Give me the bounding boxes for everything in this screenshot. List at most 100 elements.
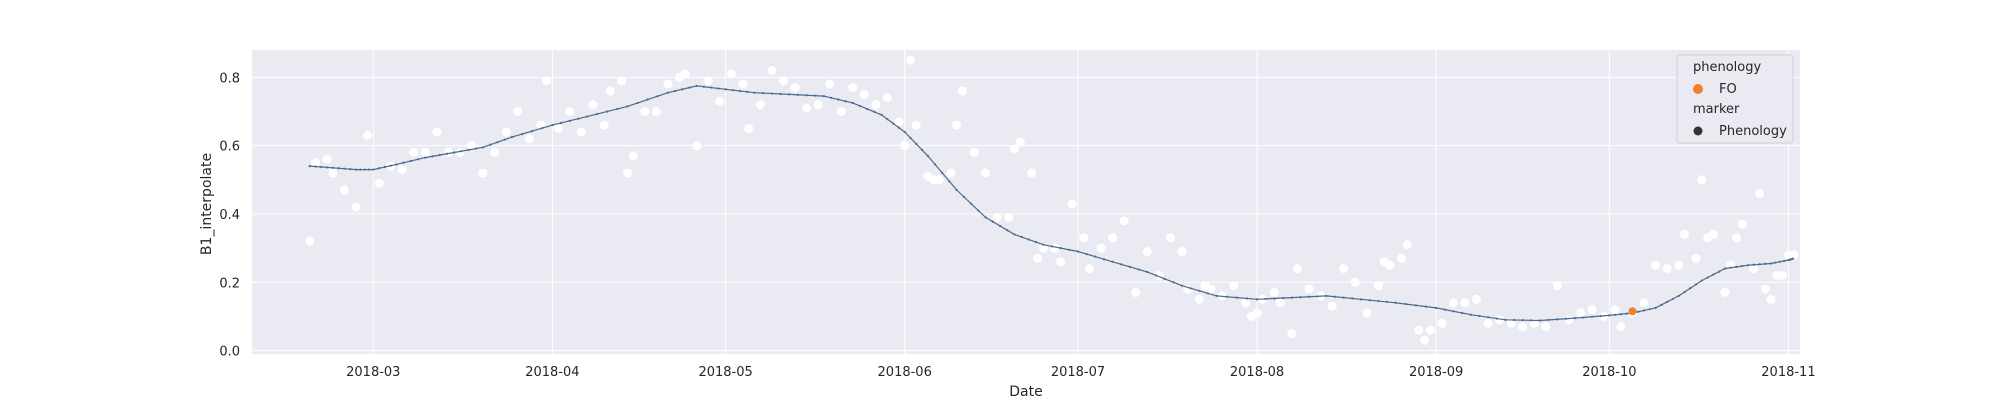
curve-point — [1137, 268, 1140, 271]
observation-point — [1662, 264, 1672, 274]
curve-point — [880, 113, 883, 116]
curve-point — [1020, 235, 1023, 239]
curve-point — [1435, 306, 1438, 309]
observation-point — [599, 120, 609, 130]
curve-point — [695, 84, 698, 87]
y-tick-label: 0.2 — [219, 276, 240, 291]
curve-point — [1530, 319, 1533, 322]
curve-point — [1764, 262, 1767, 266]
observation-point — [1402, 240, 1412, 250]
phenology-point-fo — [1628, 307, 1637, 316]
curve-point — [1443, 308, 1446, 311]
curve-point — [1770, 262, 1773, 265]
curve-point — [1404, 302, 1407, 306]
observation-point — [1437, 318, 1447, 328]
curve-point — [1424, 305, 1428, 308]
observation-point — [836, 106, 846, 116]
curve-point — [805, 94, 808, 97]
observation-point — [894, 117, 904, 127]
plot-background — [252, 50, 1800, 354]
curve-point — [1741, 264, 1744, 268]
x-tick-label: 2018-10 — [1582, 365, 1636, 380]
curve-point — [926, 154, 929, 157]
observation-point — [969, 147, 979, 157]
curve-point — [1299, 296, 1302, 299]
curve-point — [829, 96, 833, 99]
curve-point — [395, 163, 398, 166]
curve-point — [1111, 260, 1114, 263]
curve-point — [1225, 295, 1228, 298]
curve-point — [955, 188, 958, 192]
observation-point — [738, 79, 748, 89]
observation-point — [813, 100, 823, 110]
curve-point — [460, 150, 463, 153]
observation-point — [1731, 233, 1741, 243]
curve-point — [559, 121, 563, 125]
observation-point — [553, 124, 563, 134]
curve-point — [1752, 263, 1755, 266]
x-tick-label: 2018-07 — [1051, 365, 1105, 380]
observation-point — [1541, 322, 1551, 332]
curve-point — [1198, 289, 1201, 292]
curve-point — [606, 110, 609, 113]
curve-point — [1189, 287, 1192, 290]
curve-point — [367, 168, 371, 171]
observation-point — [790, 83, 800, 93]
legend-title-phenology: phenology — [1693, 60, 1761, 75]
observation-point — [605, 86, 615, 96]
observation-point — [397, 165, 407, 175]
observation-point — [1194, 294, 1204, 304]
curve-point — [1478, 314, 1481, 318]
curve-point — [977, 209, 980, 212]
curve-point — [510, 136, 514, 139]
observation-point — [1269, 288, 1279, 298]
observation-point — [420, 147, 430, 157]
curve-point — [837, 98, 840, 101]
curve-point — [1712, 273, 1715, 276]
curve-point — [770, 92, 773, 95]
curve-point — [1582, 316, 1585, 319]
curve-point — [1746, 264, 1750, 267]
observation-point — [1108, 233, 1118, 243]
curve-point — [762, 92, 765, 95]
observation-point — [1096, 243, 1106, 253]
legend-phenology-marker — [1693, 126, 1703, 136]
curve-point — [1281, 296, 1285, 300]
observation-point — [905, 55, 915, 65]
x-tick-label: 2018-05 — [698, 365, 752, 380]
observation-point — [1737, 219, 1747, 229]
curve-point — [331, 166, 334, 169]
curve-point — [796, 93, 799, 96]
curve-point — [474, 147, 477, 150]
observation-point — [374, 178, 384, 188]
curve-point — [616, 107, 619, 111]
curve-point — [753, 91, 756, 94]
observation-point — [1789, 250, 1799, 260]
observation-point — [703, 76, 713, 86]
curve-point — [1172, 281, 1175, 284]
curve-point — [941, 171, 944, 175]
observation-point — [911, 120, 921, 130]
curve-point — [551, 124, 554, 127]
curve-point — [363, 168, 366, 171]
observation-point — [1206, 284, 1216, 294]
curve-point — [984, 216, 987, 219]
observation-point — [1292, 264, 1302, 274]
observation-point — [1552, 281, 1562, 291]
curve-point — [909, 136, 912, 140]
observation-point — [1067, 199, 1077, 209]
curve-point — [779, 92, 782, 96]
observation-point — [767, 65, 777, 75]
curve-point — [1359, 298, 1363, 301]
curve-point — [325, 166, 329, 169]
curve-point — [1059, 247, 1062, 250]
phenology-points — [1628, 307, 1637, 316]
observation-point — [432, 127, 442, 137]
curve-point — [1625, 312, 1628, 315]
observation-point — [900, 141, 910, 151]
observation-point — [1177, 247, 1187, 257]
observation-point — [1362, 308, 1372, 318]
observation-point — [1304, 284, 1314, 294]
curve-point — [1521, 319, 1524, 322]
